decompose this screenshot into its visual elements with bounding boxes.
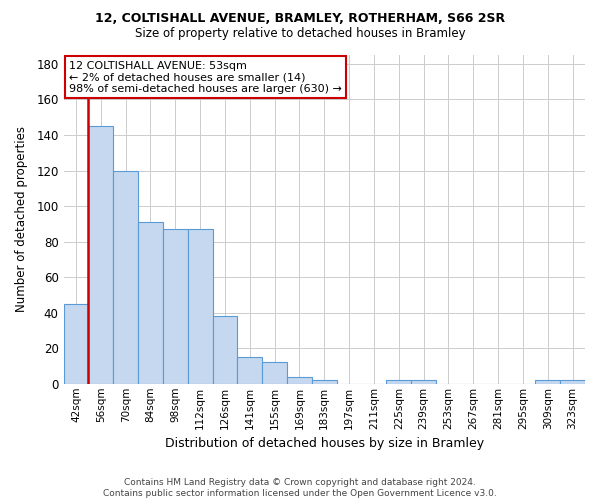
- Bar: [560, 380, 585, 384]
- Bar: [312, 380, 337, 384]
- Text: 12 COLTISHALL AVENUE: 53sqm
← 2% of detached houses are smaller (14)
98% of semi: 12 COLTISHALL AVENUE: 53sqm ← 2% of deta…: [69, 60, 342, 94]
- Y-axis label: Number of detached properties: Number of detached properties: [15, 126, 28, 312]
- Text: Size of property relative to detached houses in Bramley: Size of property relative to detached ho…: [134, 28, 466, 40]
- Bar: [163, 229, 188, 384]
- Bar: [238, 357, 262, 384]
- Text: 12, COLTISHALL AVENUE, BRAMLEY, ROTHERHAM, S66 2SR: 12, COLTISHALL AVENUE, BRAMLEY, ROTHERHA…: [95, 12, 505, 26]
- X-axis label: Distribution of detached houses by size in Bramley: Distribution of detached houses by size …: [165, 437, 484, 450]
- Bar: [287, 376, 312, 384]
- Bar: [88, 126, 113, 384]
- Bar: [262, 362, 287, 384]
- Bar: [188, 229, 212, 384]
- Bar: [64, 304, 88, 384]
- Bar: [411, 380, 436, 384]
- Bar: [535, 380, 560, 384]
- Text: Contains HM Land Registry data © Crown copyright and database right 2024.
Contai: Contains HM Land Registry data © Crown c…: [103, 478, 497, 498]
- Bar: [386, 380, 411, 384]
- Bar: [138, 222, 163, 384]
- Bar: [113, 170, 138, 384]
- Bar: [212, 316, 238, 384]
